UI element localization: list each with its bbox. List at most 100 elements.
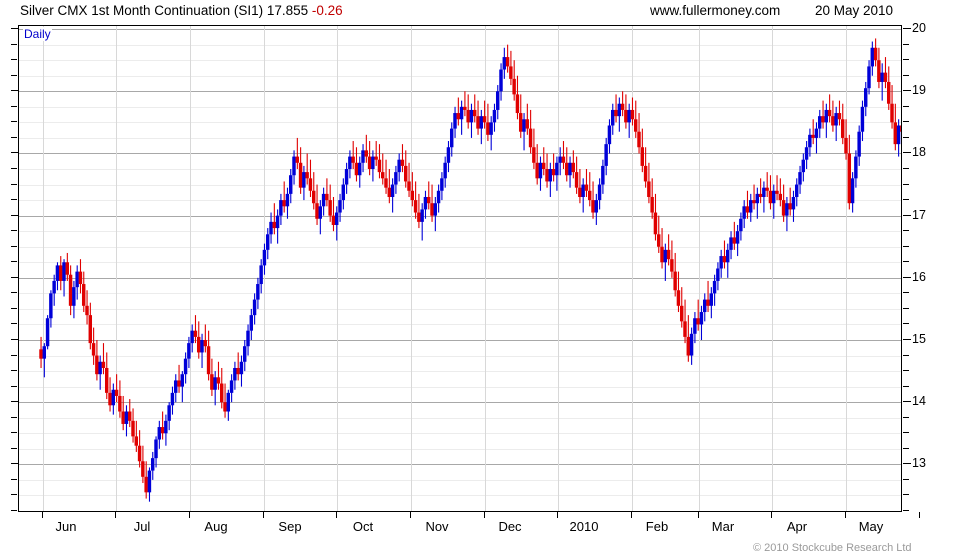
gridline-vertical (558, 26, 559, 511)
candle-body-down (85, 305, 89, 316)
candle-wick (668, 234, 670, 266)
y-axis-tick (903, 494, 909, 495)
candle-body-down (614, 109, 618, 117)
y-axis-label: 20 (912, 21, 926, 36)
gridline-major (19, 464, 901, 465)
candle-body-up (242, 346, 247, 362)
gridline-minor (19, 309, 901, 310)
candle-body-up (808, 134, 812, 148)
gridline-major (19, 29, 901, 30)
candle-wick (697, 299, 699, 331)
candle-body-down (752, 200, 756, 204)
candle-wick (116, 374, 118, 403)
candle-body-down (890, 103, 894, 123)
y-axis-tick (903, 59, 909, 60)
y-axis-tick (903, 106, 909, 107)
candle-wick (585, 169, 588, 197)
y-axis-tick (903, 230, 909, 231)
candle-body-up (824, 109, 829, 123)
candle-body-up (479, 116, 484, 129)
candle-body-down (65, 262, 70, 275)
candle-wick (194, 315, 197, 344)
candle-body-up (689, 333, 694, 356)
candle-body-down (331, 215, 336, 225)
candle-wick (753, 184, 755, 210)
candle-body-up (157, 427, 162, 440)
candle-wick (388, 169, 390, 204)
y-axis-tick (11, 75, 17, 76)
candle-wick (352, 141, 354, 170)
candle-body-up (785, 203, 789, 216)
candle-body-up (854, 156, 858, 179)
candle-body-up (279, 200, 283, 216)
y-axis-tick (903, 432, 909, 433)
candle-body-down (328, 200, 332, 216)
gridline-minor (19, 495, 901, 496)
candle-wick (204, 324, 206, 353)
candle-wick (562, 141, 565, 170)
candle-body-up (755, 193, 760, 204)
candle-body-up (154, 439, 158, 459)
candle-body-up (147, 470, 152, 493)
candle-body-down (900, 125, 901, 132)
candle-body-up (850, 178, 855, 204)
candle-body-up (269, 221, 273, 235)
candle-body-down (417, 212, 421, 222)
candle-body-down (131, 420, 135, 437)
candle-body-down (877, 60, 881, 82)
candle-body-down (650, 196, 654, 213)
gridline-minor (19, 356, 901, 357)
candle-body-down (574, 172, 579, 188)
candle-body-down (236, 367, 240, 375)
candle-body-down (384, 178, 388, 188)
candle-body-down (545, 169, 549, 182)
x-axis-tick (336, 512, 337, 518)
candle-body-up (361, 150, 365, 163)
candle-wick (526, 103, 528, 135)
candle-body-up (256, 284, 260, 300)
candle-body-down (298, 162, 303, 188)
candle-body-down (430, 203, 434, 216)
candle-body-down (666, 249, 671, 260)
candle-body-down (643, 165, 648, 182)
candle-wick (579, 169, 581, 204)
candle-body-down (653, 212, 658, 235)
candle-body-down (528, 128, 533, 148)
gridline-major (19, 340, 901, 341)
candle-body-up (394, 172, 398, 185)
candle-wick (464, 91, 466, 117)
candle-body-up (348, 156, 352, 170)
x-axis-tick (698, 512, 699, 518)
candle-body-down (637, 131, 641, 148)
candle-wick (224, 383, 226, 418)
candle-body-up (187, 343, 191, 359)
candle-body-down (844, 137, 848, 154)
candle-body-up (446, 147, 451, 163)
candle-body-up (453, 113, 457, 129)
candle-body-up (229, 380, 234, 393)
gridline-minor (19, 185, 901, 186)
y-axis-tick (11, 215, 19, 216)
candle-body-down (837, 113, 842, 120)
candle-body-up (702, 299, 707, 313)
candle-wick (707, 280, 709, 313)
y-axis-tick (11, 44, 17, 45)
candle-body-down (660, 246, 664, 263)
candle-body-down (472, 109, 477, 117)
candle-body-up (794, 184, 799, 197)
gridline-minor (19, 262, 901, 263)
candle-wick (615, 94, 617, 123)
candle-body-up (371, 156, 375, 170)
x-axis-label: Feb (645, 519, 669, 534)
candle-body-down (325, 193, 329, 201)
candle-body-down (505, 57, 510, 67)
gridline-vertical (411, 26, 412, 511)
candle-wick (589, 172, 591, 207)
candle-body-up (449, 128, 454, 148)
x-axis-label: Apr (786, 519, 808, 534)
candle-wick (756, 187, 758, 219)
y-axis-tick (903, 292, 909, 293)
candle-body-up (423, 196, 428, 210)
x-axis-label: Oct (352, 519, 374, 534)
candle-body-down (676, 290, 681, 306)
